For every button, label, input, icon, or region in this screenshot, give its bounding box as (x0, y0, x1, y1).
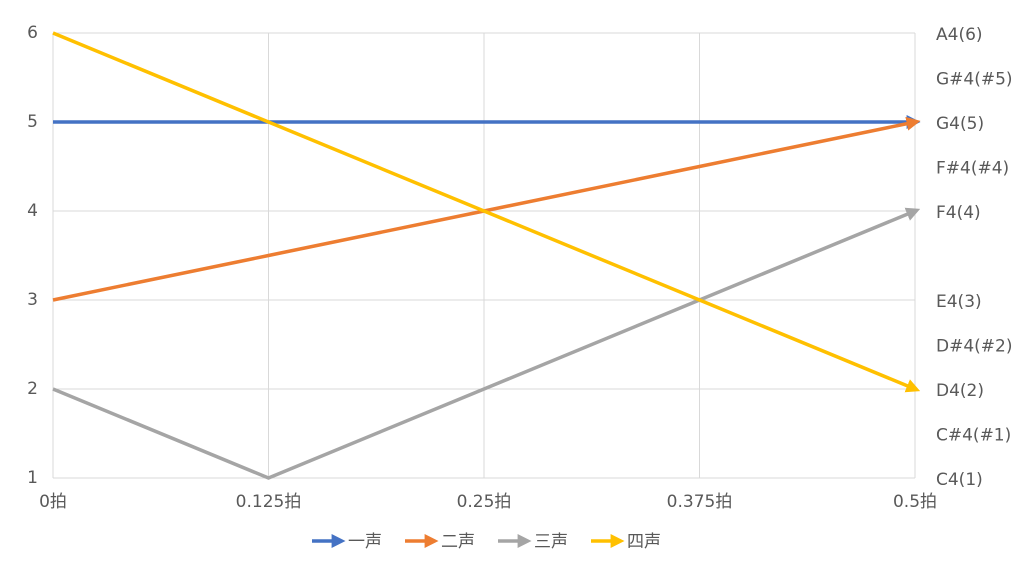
x-tick-label: 0拍 (39, 492, 67, 512)
y2-tick-label: C#4(#1) (936, 426, 1011, 446)
x-tick-label: 0.25拍 (457, 492, 512, 512)
y2-tick-label: F#4(#4) (936, 159, 1009, 179)
y-tick-label: 5 (27, 112, 38, 132)
legend-label: 二声 (441, 532, 475, 552)
y2-tick-label: D#4(#2) (936, 337, 1012, 357)
series-line (52, 31, 921, 393)
y2-tick-label: C4(1) (936, 470, 983, 490)
y-tick-label: 2 (27, 379, 38, 399)
legend-label: 三声 (534, 532, 568, 552)
y2-tick-label: E4(3) (936, 292, 982, 312)
y-tick-label: 1 (27, 468, 38, 488)
series-line (52, 207, 921, 480)
y2-tick-label: G#4(#5) (936, 70, 1013, 90)
y2-tick-label: D4(2) (936, 381, 984, 401)
x-tick-label: 0.125拍 (236, 492, 302, 512)
y-tick-label: 3 (27, 290, 38, 310)
x-tick-label: 0.5拍 (893, 492, 937, 512)
y2-tick-label: G4(5) (936, 114, 984, 134)
legend-label: 四声 (627, 532, 661, 552)
x-tick-label: 0.375拍 (667, 492, 733, 512)
legend-label: 一声 (348, 532, 382, 552)
y2-tick-label: F4(4) (936, 203, 981, 223)
y-tick-label: 6 (27, 23, 38, 43)
y2-tick-label: A4(6) (936, 25, 983, 45)
y-tick-label: 4 (27, 201, 38, 221)
